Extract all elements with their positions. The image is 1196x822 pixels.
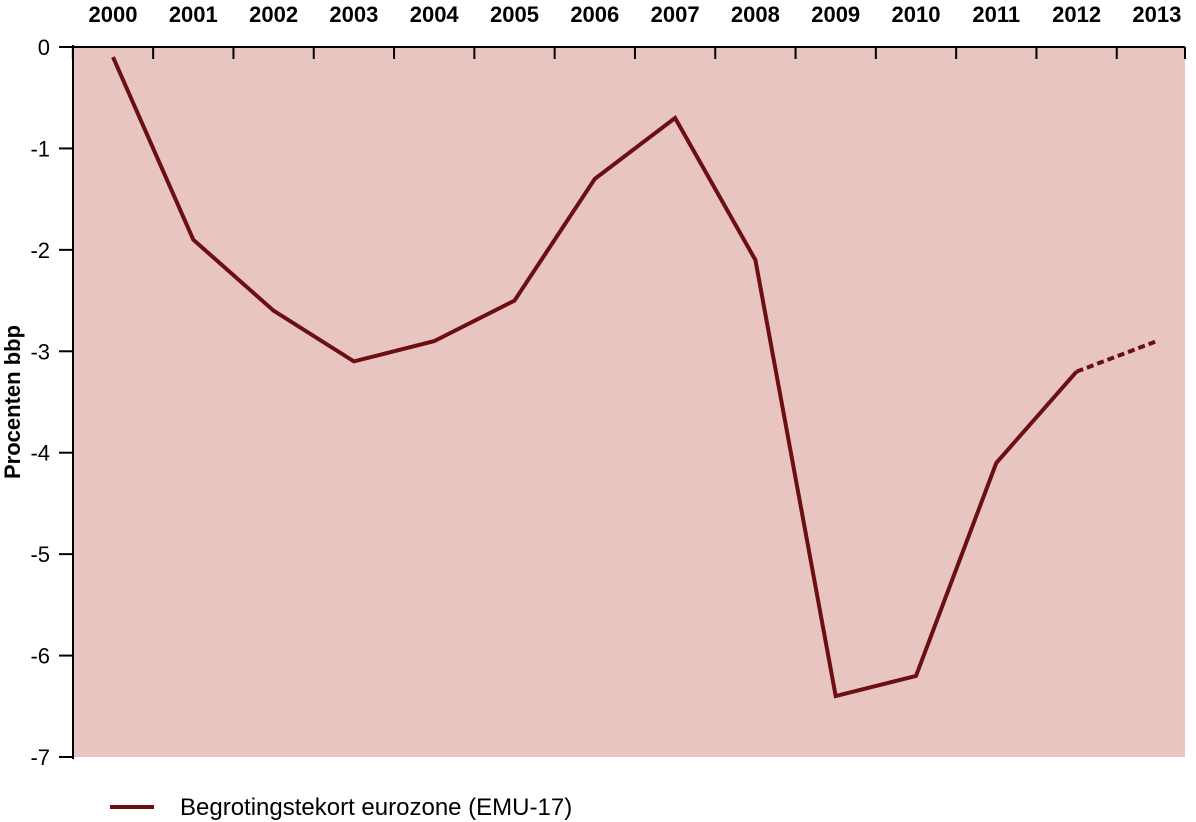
plot-area: [73, 47, 1185, 757]
x-tick-label: 2012: [1052, 2, 1101, 27]
y-tick-label: -5: [30, 542, 50, 567]
x-tick-label: 2001: [169, 2, 218, 27]
y-tick-label: 0: [38, 35, 50, 60]
y-tick-label: -6: [30, 644, 50, 669]
y-tick-label: -7: [30, 745, 50, 770]
y-axis-label: Procenten bbp: [0, 325, 25, 479]
x-tick-label: 2005: [490, 2, 539, 27]
x-tick-label: 2013: [1132, 2, 1181, 27]
x-tick-label: 2000: [89, 2, 138, 27]
legend-label: Begrotingstekort eurozone (EMU-17): [180, 794, 572, 821]
series-line-dashed: [1075, 339, 1158, 374]
y-tick-label: -4: [30, 441, 50, 466]
y-tick-label: -1: [30, 136, 50, 161]
x-tick-label: 2008: [731, 2, 780, 27]
x-tick-label: 2004: [410, 2, 460, 27]
y-tick-label: -2: [30, 238, 50, 263]
y-axis: 0 -1 -2 -3 -4 -5 -6 -7: [30, 35, 74, 770]
y-tick-label: -3: [30, 339, 50, 364]
x-tick-label: 2010: [892, 2, 941, 27]
x-axis: 2000 2001 2002 2003 2004 2005 2006 2007 2008 2009…: [71, 2, 1186, 59]
x-tick-label: 2006: [570, 2, 619, 27]
series-layer: [111, 56, 1158, 699]
x-tick-label: 2011: [972, 2, 1020, 27]
x-tick-label: 2009: [811, 2, 860, 27]
x-tick-label: 2007: [651, 2, 700, 27]
legend: Begrotingstekort eurozone (EMU-17): [110, 794, 572, 821]
x-tick-label: 2003: [329, 2, 378, 27]
x-tick-label: 2002: [249, 2, 298, 27]
